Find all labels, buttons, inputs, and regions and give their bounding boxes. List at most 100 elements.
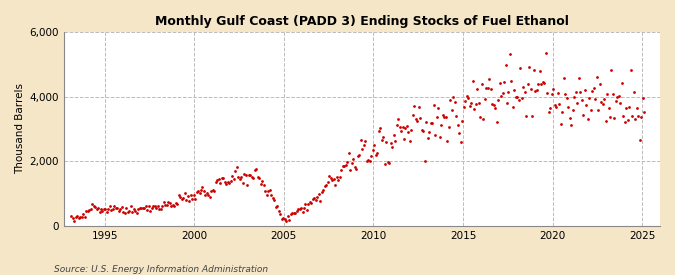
- Point: [300, 202, 311, 207]
- Point: [626, 68, 637, 72]
- Point: [585, 108, 596, 112]
- Point: [491, 120, 502, 124]
- Point: [145, 208, 156, 213]
- Point: [416, 128, 427, 132]
- Point: [170, 200, 181, 205]
- Point: [624, 105, 634, 110]
- Point: [633, 114, 644, 118]
- Point: [88, 204, 99, 208]
- Point: [263, 189, 273, 194]
- Point: [369, 143, 379, 147]
- Point: [419, 158, 430, 163]
- Point: [175, 195, 186, 199]
- Point: [138, 205, 148, 210]
- Point: [437, 113, 448, 117]
- Point: [68, 216, 78, 221]
- Point: [448, 94, 459, 99]
- Point: [81, 208, 92, 213]
- Point: [136, 206, 146, 210]
- Point: [487, 102, 497, 106]
- Point: [516, 96, 527, 100]
- Point: [608, 92, 618, 97]
- Point: [221, 182, 232, 186]
- Point: [569, 95, 580, 100]
- Point: [400, 126, 411, 131]
- Point: [294, 207, 305, 211]
- Point: [313, 192, 324, 196]
- Point: [288, 210, 299, 215]
- Point: [251, 167, 262, 171]
- Point: [277, 216, 288, 221]
- Point: [211, 180, 221, 185]
- Point: [603, 105, 614, 110]
- Point: [622, 118, 633, 122]
- Point: [218, 176, 229, 181]
- Point: [567, 108, 578, 112]
- Point: [306, 201, 317, 205]
- Point: [494, 81, 505, 85]
- Point: [379, 162, 390, 166]
- Point: [408, 113, 418, 117]
- Point: [609, 116, 620, 120]
- Point: [234, 177, 245, 181]
- Point: [209, 188, 220, 193]
- Point: [212, 177, 223, 182]
- Point: [564, 116, 575, 120]
- Point: [127, 210, 138, 214]
- Point: [272, 204, 283, 208]
- Point: [75, 215, 86, 219]
- Point: [167, 202, 178, 207]
- Point: [378, 135, 389, 139]
- Point: [451, 114, 462, 118]
- Point: [543, 110, 554, 115]
- Point: [92, 206, 103, 210]
- Point: [614, 94, 624, 98]
- Point: [611, 99, 622, 103]
- Point: [279, 216, 290, 221]
- Point: [558, 76, 569, 81]
- Point: [276, 216, 287, 221]
- Point: [537, 80, 548, 85]
- Point: [414, 104, 425, 109]
- Point: [239, 172, 250, 176]
- Point: [546, 92, 557, 97]
- Point: [309, 196, 320, 200]
- Point: [518, 85, 529, 90]
- Point: [140, 204, 151, 208]
- Point: [521, 114, 532, 118]
- Point: [330, 183, 341, 187]
- Point: [456, 140, 466, 144]
- Point: [190, 197, 200, 201]
- Point: [219, 180, 230, 184]
- Point: [427, 120, 438, 125]
- Point: [560, 91, 570, 96]
- Point: [495, 94, 506, 98]
- Point: [503, 90, 514, 95]
- Point: [376, 138, 387, 142]
- Point: [554, 102, 565, 106]
- Point: [573, 75, 584, 80]
- Point: [460, 99, 470, 103]
- Point: [440, 115, 451, 119]
- Point: [435, 135, 446, 140]
- Point: [520, 90, 531, 94]
- Point: [397, 124, 408, 129]
- Point: [601, 92, 612, 96]
- Point: [439, 115, 450, 119]
- Point: [133, 207, 144, 211]
- Point: [308, 197, 319, 202]
- Point: [184, 199, 194, 203]
- Point: [545, 106, 556, 111]
- Point: [121, 205, 132, 210]
- Point: [612, 95, 623, 99]
- Point: [362, 158, 373, 163]
- Point: [344, 150, 354, 155]
- Point: [360, 139, 371, 143]
- Point: [470, 102, 481, 106]
- Point: [331, 175, 342, 180]
- Point: [303, 202, 314, 207]
- Point: [536, 81, 547, 86]
- Point: [354, 153, 364, 158]
- Point: [287, 211, 298, 215]
- Point: [488, 103, 499, 107]
